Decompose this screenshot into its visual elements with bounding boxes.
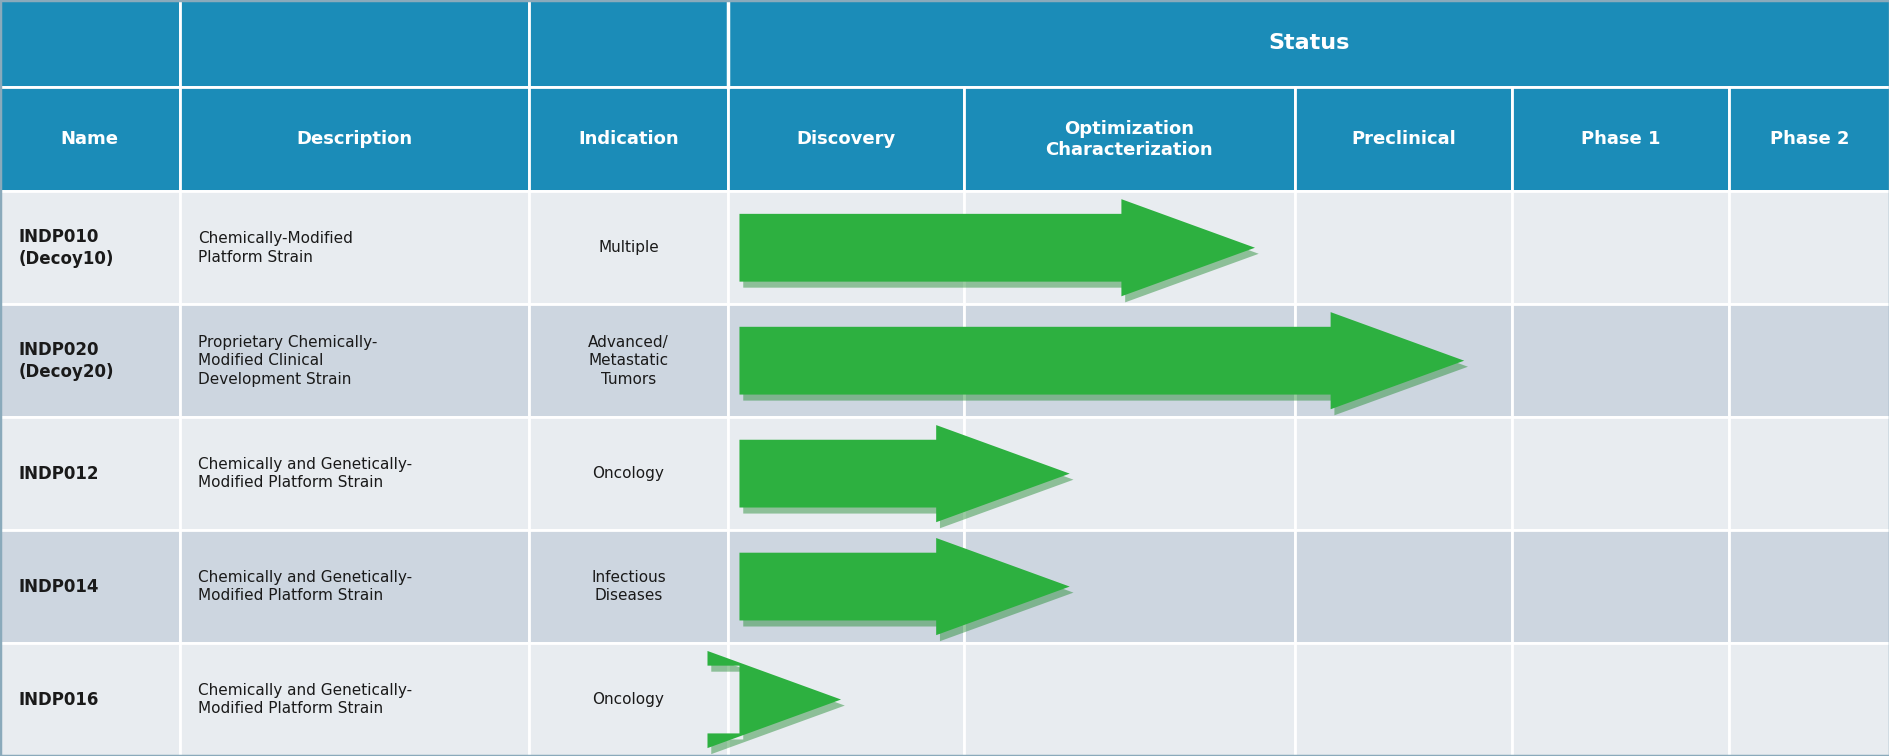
Text: Oncology: Oncology: [591, 692, 665, 707]
Bar: [529, 530, 727, 643]
Bar: [0, 530, 179, 643]
Bar: [1511, 530, 1728, 643]
Bar: [963, 417, 1294, 530]
Bar: [1511, 643, 1728, 756]
Text: Advanced/
Metastatic
Tumors: Advanced/ Metastatic Tumors: [587, 335, 669, 387]
Bar: [0, 191, 179, 304]
Bar: [179, 643, 529, 756]
Bar: [1728, 643, 1889, 756]
Text: Chemically and Genetically-
Modified Platform Strain: Chemically and Genetically- Modified Pla…: [198, 457, 412, 491]
Bar: [1294, 530, 1511, 643]
Bar: [1728, 417, 1889, 530]
Bar: [179, 417, 529, 530]
Bar: [963, 530, 1294, 643]
Polygon shape: [739, 538, 1069, 635]
Bar: [963, 643, 1294, 756]
Polygon shape: [739, 312, 1464, 409]
Bar: [1294, 304, 1511, 417]
Bar: [179, 530, 529, 643]
Polygon shape: [706, 651, 841, 748]
Bar: [727, 417, 963, 530]
Polygon shape: [742, 431, 1073, 528]
Bar: [727, 643, 963, 756]
Polygon shape: [742, 318, 1468, 415]
Text: Discovery: Discovery: [795, 130, 895, 148]
Bar: [529, 304, 727, 417]
Text: Indication: Indication: [578, 130, 678, 148]
Bar: [529, 643, 727, 756]
Text: Oncology: Oncology: [591, 466, 665, 481]
Bar: [179, 87, 529, 191]
Bar: [963, 87, 1294, 191]
Text: Multiple: Multiple: [597, 240, 659, 256]
Bar: [727, 191, 963, 304]
Bar: [529, 417, 727, 530]
Text: Infectious
Diseases: Infectious Diseases: [591, 570, 665, 603]
Text: Optimization
Characterization: Optimization Characterization: [1045, 119, 1213, 159]
Bar: [0, 417, 179, 530]
Bar: [1294, 191, 1511, 304]
Bar: [529, 191, 727, 304]
Text: Chemically and Genetically-
Modified Platform Strain: Chemically and Genetically- Modified Pla…: [198, 570, 412, 603]
Polygon shape: [739, 425, 1069, 522]
Bar: [1728, 530, 1889, 643]
Bar: [1511, 87, 1728, 191]
Bar: [529, 87, 727, 191]
Bar: [0, 87, 179, 191]
Bar: [1294, 417, 1511, 530]
Polygon shape: [739, 199, 1254, 296]
Text: INDP012: INDP012: [19, 465, 100, 482]
Bar: [1511, 304, 1728, 417]
Bar: [727, 304, 963, 417]
Bar: [1511, 417, 1728, 530]
Text: Proprietary Chemically-
Modified Clinical
Development Strain: Proprietary Chemically- Modified Clinica…: [198, 335, 378, 387]
Bar: [727, 530, 963, 643]
Text: INDP016: INDP016: [19, 690, 100, 708]
Text: Phase 2: Phase 2: [1768, 130, 1849, 148]
Bar: [963, 304, 1294, 417]
Bar: [0, 304, 179, 417]
Bar: [1294, 87, 1511, 191]
Bar: [179, 0, 529, 87]
Text: Preclinical: Preclinical: [1351, 130, 1455, 148]
Text: INDP020
(Decoy20): INDP020 (Decoy20): [19, 341, 115, 381]
Text: Chemically-Modified
Platform Strain: Chemically-Modified Platform Strain: [198, 231, 353, 265]
Bar: [1294, 643, 1511, 756]
Bar: [1728, 87, 1889, 191]
Polygon shape: [710, 657, 844, 754]
Bar: [0, 0, 179, 87]
Text: Phase 1: Phase 1: [1579, 130, 1660, 148]
Text: Description: Description: [297, 130, 412, 148]
Text: INDP014: INDP014: [19, 578, 100, 596]
Text: Name: Name: [60, 130, 119, 148]
Text: Chemically and Genetically-
Modified Platform Strain: Chemically and Genetically- Modified Pla…: [198, 683, 412, 717]
Bar: [727, 87, 963, 191]
Bar: [179, 304, 529, 417]
Bar: [529, 0, 727, 87]
Bar: [1728, 191, 1889, 304]
Bar: [1511, 191, 1728, 304]
Bar: [727, 0, 1889, 87]
Text: Status: Status: [1268, 33, 1349, 54]
Polygon shape: [742, 205, 1258, 302]
Bar: [1728, 304, 1889, 417]
Polygon shape: [742, 544, 1073, 641]
Bar: [179, 191, 529, 304]
Text: INDP010
(Decoy10): INDP010 (Decoy10): [19, 228, 113, 268]
Bar: [963, 191, 1294, 304]
Bar: [0, 643, 179, 756]
